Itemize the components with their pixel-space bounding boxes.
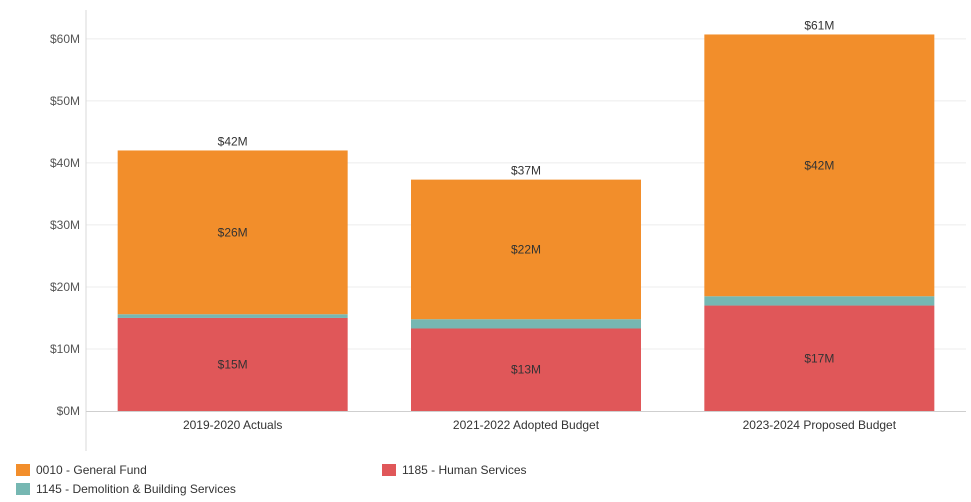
bar-total-label: $42M	[218, 134, 248, 148]
bar-segment[interactable]	[411, 319, 641, 329]
segment-value-label: $26M	[218, 225, 248, 239]
legend-label-demolition-building: 1145 - Demolition & Building Services	[36, 482, 236, 496]
y-tick-label: $20M	[50, 280, 80, 294]
segment-value-label: $15M	[218, 357, 248, 371]
x-category-label: 2019-2020 Actuals	[183, 418, 282, 432]
bar-segment[interactable]	[117, 317, 348, 411]
y-tick-label: $40M	[50, 156, 80, 170]
legend-item-demolition-building[interactable]: 1145 - Demolition & Building Services	[16, 481, 236, 497]
bar-segment[interactable]	[704, 34, 935, 297]
segment-value-label: $22M	[511, 242, 541, 256]
legend-swatch-human-services	[382, 464, 396, 476]
y-tick-label: $0M	[57, 404, 80, 418]
bar-segment[interactable]	[704, 296, 935, 306]
y-tick-label: $50M	[50, 94, 80, 108]
x-category-label: 2021-2022 Adopted Budget	[453, 418, 600, 432]
legend-item-general-fund[interactable]: 0010 - General Fund	[16, 462, 147, 478]
y-tick-label: $30M	[50, 218, 80, 232]
bar-segment[interactable]	[117, 314, 348, 318]
bar-total-label: $61M	[804, 18, 834, 32]
legend-item-human-services[interactable]: 1185 - Human Services	[382, 462, 527, 478]
bar-segment[interactable]	[704, 305, 935, 411]
x-category-label: 2023-2024 Proposed Budget	[743, 418, 897, 432]
legend: 0010 - General Fund 1185 - Human Service…	[16, 462, 956, 502]
y-tick-label: $60M	[50, 32, 80, 46]
bar-segment[interactable]	[411, 328, 641, 411]
segment-value-label: $42M	[804, 158, 834, 172]
legend-swatch-general-fund	[16, 464, 30, 476]
segment-value-label: $17M	[804, 351, 834, 365]
segment-value-label: $13M	[511, 363, 541, 377]
y-tick-label: $10M	[50, 342, 80, 356]
bar-total-label: $37M	[511, 164, 541, 178]
legend-swatch-demolition-building	[16, 483, 30, 495]
stacked-bar-chart: $0M $10M $20M $30M $40M $50M $60M $15M $26M $42M 2…	[50, 10, 966, 451]
bar-segment[interactable]	[411, 179, 641, 320]
legend-label-general-fund: 0010 - General Fund	[36, 463, 147, 477]
legend-label-human-services: 1185 - Human Services	[402, 463, 527, 477]
bar-segment[interactable]	[117, 150, 348, 315]
